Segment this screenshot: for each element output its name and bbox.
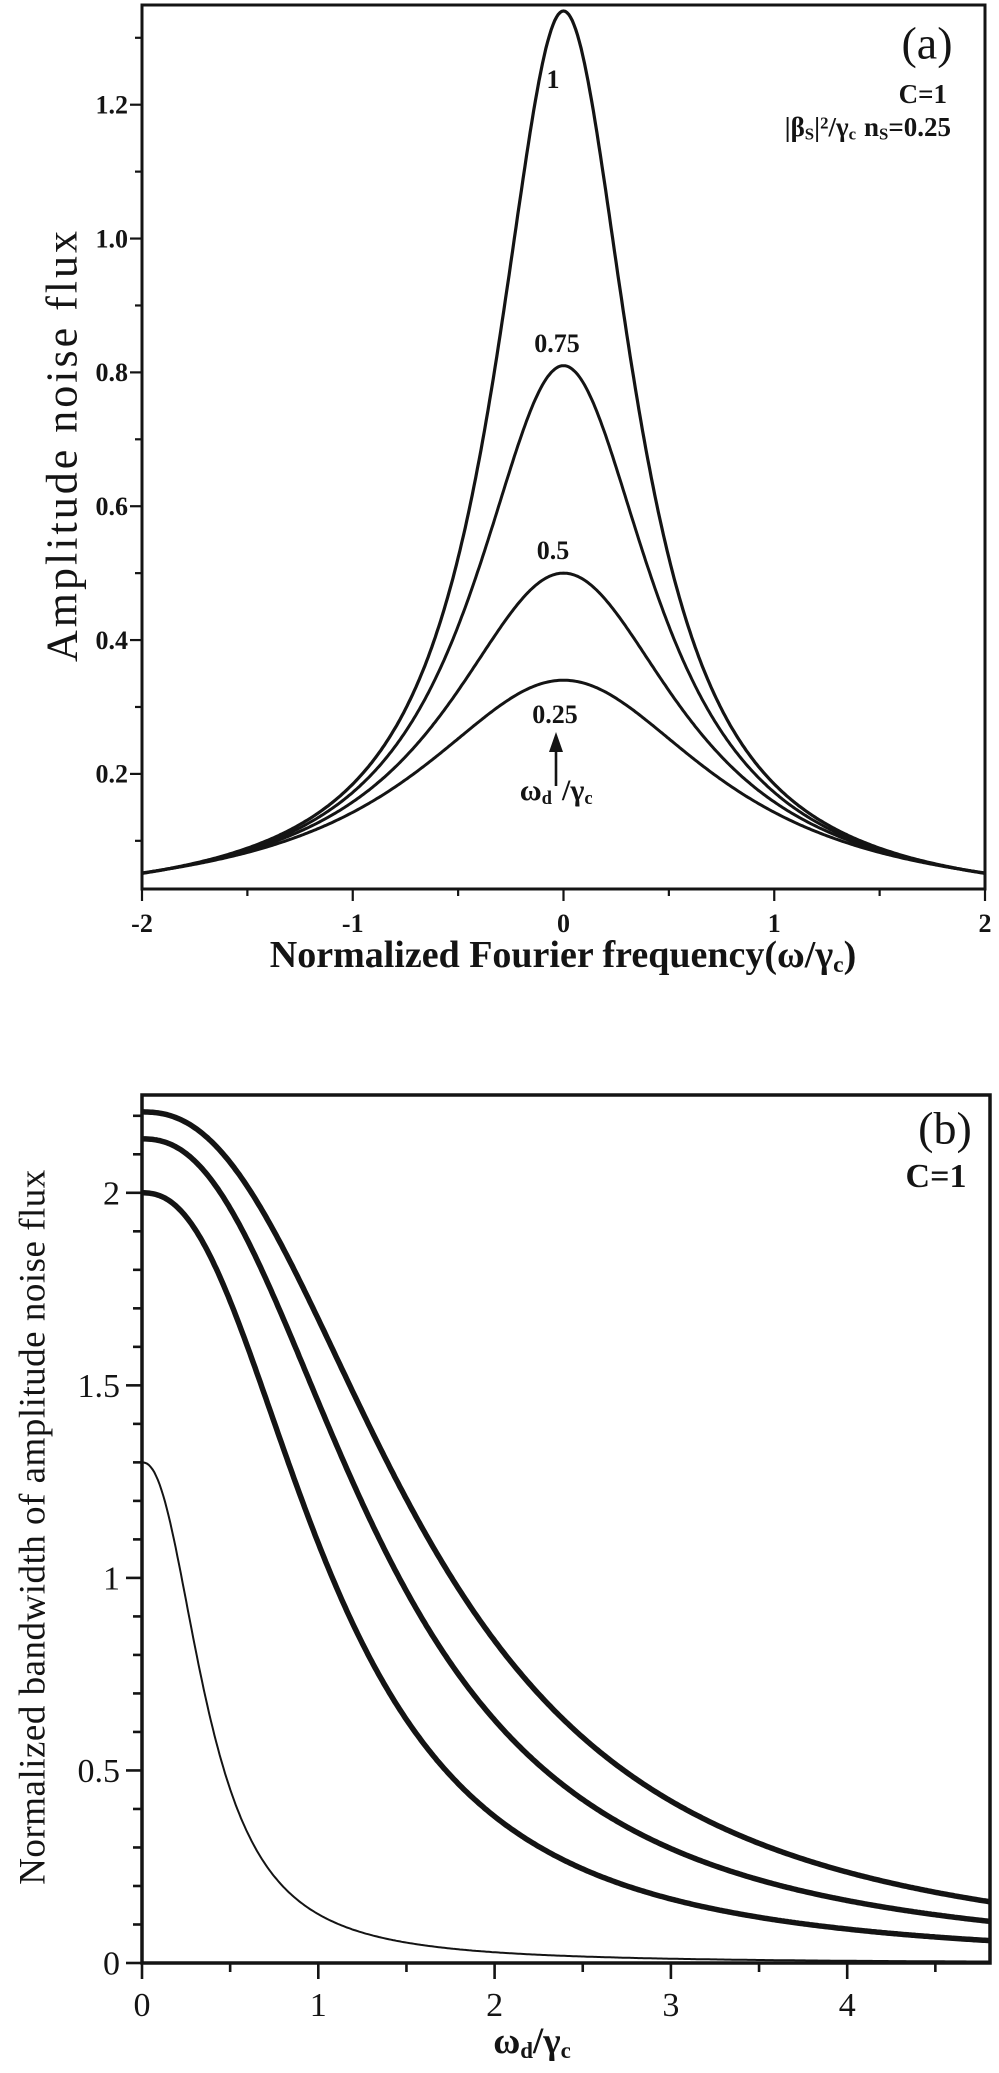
x-tick-label: 0 <box>557 909 570 938</box>
panel-b-curve-4 <box>141 1461 990 1963</box>
y-tick-label: 1.5 <box>78 1368 121 1405</box>
formula-part: /γ <box>828 112 849 142</box>
formula-part: =0.25 <box>888 112 951 142</box>
y-tick-label: 0.8 <box>96 358 129 387</box>
panel-a-tag: (a) <box>901 17 953 69</box>
panel-a-curve-2 <box>141 364 986 875</box>
panel-a-arrow-label-left: ωd <box>520 774 552 810</box>
axis-title-subscript: c <box>833 952 844 979</box>
panel-b-curve-2 <box>142 1136 991 1925</box>
panel-a-tick-labels: -2 -1 0 1 2 0.2 0.4 0.6 0.8 1.0 1.2 <box>96 91 992 938</box>
x-tick-label: 4 <box>839 1987 856 2024</box>
formula-superscript: 2 <box>820 113 829 133</box>
x-tick-label: 0 <box>134 1987 151 2024</box>
label-subscript: d <box>541 788 552 810</box>
axis-title-part: ) <box>843 933 857 976</box>
formula-subscript: S <box>879 124 889 144</box>
x-tick-label: 1 <box>768 909 781 938</box>
panel-b: 0 1 2 3 4 0 0.5 1 1.5 2 <box>78 1093 992 2024</box>
axis-title-subscript: c <box>560 2038 571 2064</box>
panel-a-curves <box>141 9 986 875</box>
curve-label-0.75: 0.75 <box>534 329 580 358</box>
panel-b-x-axis-title: ωd/γc <box>493 2020 571 2064</box>
panel-a-curve-3 <box>141 571 986 875</box>
x-tick-label: -1 <box>342 909 364 938</box>
y-tick-label: 1.0 <box>96 224 129 253</box>
y-tick-label: 2 <box>103 1175 120 1212</box>
x-tick-label: 1 <box>310 1987 327 2024</box>
y-tick-label: 0.6 <box>96 492 129 521</box>
panel-b-curve-3 <box>142 1190 991 1944</box>
x-tick-label: 2 <box>486 1987 503 2024</box>
arrow-up-icon <box>549 732 563 786</box>
panel-b-curves <box>141 1109 991 1963</box>
axis-title-subscript: d <box>520 2038 534 2064</box>
formula-subscript: c <box>848 124 857 144</box>
axis-title-part: ω <box>493 2020 521 2062</box>
formula-part: |β <box>784 112 805 142</box>
panel-a-ticks <box>130 36 987 901</box>
curve-label-0.5: 0.5 <box>536 536 570 565</box>
panel-b-tick-labels: 0 1 2 3 4 0 0.5 1 1.5 2 <box>78 1175 856 2024</box>
panel-a-x-axis-title: Normalized Fourier frequency(ω/γc) <box>270 933 856 979</box>
x-tick-label: 2 <box>979 909 992 938</box>
curve-label-0.25: 0.25 <box>532 700 578 729</box>
y-tick-label: 0 <box>103 1946 120 1983</box>
panel-a-parameter-annotation: |βS|2/γc nS=0.25 <box>785 112 951 145</box>
panel-a-y-axis-title: Amplitude noise flux <box>37 228 87 662</box>
y-tick-label: 1 <box>103 1560 120 1597</box>
formula-part: | <box>814 112 821 142</box>
formula-part: n <box>864 112 880 142</box>
y-tick-label: 0.2 <box>96 760 129 789</box>
panel-a-curve-1 <box>141 9 986 875</box>
panel-b-cooperativity-annotation: C=1 <box>905 1158 967 1195</box>
x-tick-label: 3 <box>662 1987 679 2024</box>
panel-b-frame <box>140 1093 992 1965</box>
y-tick-label: 0.5 <box>78 1753 121 1790</box>
curve-label-1: 1 <box>546 65 560 94</box>
panel-a-cooperativity-annotation: C=1 <box>898 79 947 109</box>
label-subscript: c <box>584 788 593 810</box>
panel-a-curve-4 <box>141 678 986 875</box>
axis-title-part: /γ <box>533 2020 561 2062</box>
panel-b-curve-1 <box>142 1109 991 1905</box>
label-part: ω <box>519 773 542 807</box>
label-part: /γ <box>562 773 585 807</box>
formula-subscript: S <box>804 124 815 144</box>
panel-b-y-axis-title: Normalized bandwidth of amplitude noise … <box>12 1169 54 1885</box>
panel-b-ticks <box>126 1114 937 1979</box>
panel-b-tag: (b) <box>918 1102 972 1154</box>
y-tick-label: 1.2 <box>96 91 129 120</box>
axis-title-part: Normalized Fourier frequency(ω/γ <box>269 933 834 976</box>
panel-a-arrow-label-right: /γc <box>562 774 593 810</box>
y-tick-label: 0.4 <box>96 626 129 655</box>
panel-a: -2 -1 0 1 2 0.2 0.4 0.6 0.8 1.0 1.2 <box>96 3 992 938</box>
x-tick-label: -2 <box>131 909 153 938</box>
